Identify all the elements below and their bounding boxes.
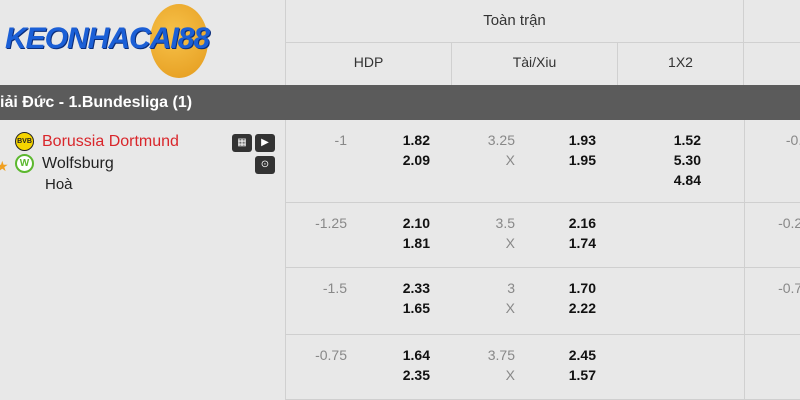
over-odds[interactable]: 2.16: [568, 215, 596, 231]
ou-line: 3.25: [487, 132, 515, 148]
hdp-home-odds[interactable]: 2.10: [402, 215, 430, 231]
hdp-line: -0.75: [315, 347, 347, 363]
draw-label: Hoà: [45, 176, 73, 193]
football-icon: [150, 4, 208, 78]
logo: KEONHACAI88: [0, 0, 285, 85]
ou-x: X: [505, 367, 515, 383]
under-odds[interactable]: 1.95: [568, 152, 596, 168]
ou-x: X: [505, 235, 515, 251]
hdp-away-odds[interactable]: 2.09: [402, 152, 430, 168]
column-1x2: 1X2: [618, 43, 744, 85]
over-odds[interactable]: 1.70: [568, 280, 596, 296]
hdp-line: -1.25: [315, 215, 347, 231]
ou-x: X: [505, 300, 515, 316]
hdp-away-odds[interactable]: 1.65: [402, 300, 430, 316]
home-team[interactable]: Borussia Dortmund: [42, 133, 179, 150]
1x2-odds[interactable]: 1.52: [673, 132, 701, 148]
ou-line: 3.75: [487, 347, 515, 363]
next-hdp-line: -0.25: [778, 215, 800, 231]
star-icon[interactable]: ★: [0, 158, 9, 174]
over-odds[interactable]: 1.93: [568, 132, 596, 148]
match-info: ★ BVB Borussia Dortmund W Wolfsburg Hoà …: [0, 120, 285, 400]
1x2-odds[interactable]: 4.84: [673, 172, 701, 188]
hdp-home-odds[interactable]: 1.64: [402, 347, 430, 363]
hdp-away-odds[interactable]: 1.81: [402, 235, 430, 251]
dortmund-logo-icon: BVB: [15, 132, 34, 151]
hdp-home-odds[interactable]: 1.82: [402, 132, 430, 148]
field-icon[interactable]: ⊙: [255, 156, 275, 174]
odds-row: -1.25 2.10 1.81 3.5 X 2.16 1.74 -0.25: [285, 203, 800, 268]
column-hdp: HDP: [285, 43, 452, 85]
under-odds[interactable]: 1.74: [568, 235, 596, 251]
full-match-header: Toàn trận: [285, 0, 800, 43]
odds-row: -1.5 2.33 1.65 3 X 1.70 2.22 -0.75: [285, 268, 800, 335]
under-odds[interactable]: 1.57: [568, 367, 596, 383]
over-odds[interactable]: 2.45: [568, 347, 596, 363]
hdp-line: -1.5: [322, 280, 347, 296]
wolfsburg-logo-icon: W: [15, 154, 34, 173]
ou-line: 3.5: [495, 215, 515, 231]
under-odds[interactable]: 2.22: [568, 300, 596, 316]
column-over-under: Tài/Xiu: [452, 43, 618, 85]
hdp-line: -1: [334, 132, 347, 148]
stats-icon[interactable]: ▦: [232, 134, 252, 152]
ou-line: 3: [507, 280, 515, 296]
1x2-odds[interactable]: 5.30: [673, 152, 701, 168]
next-hdp-line: -0.5: [785, 132, 800, 148]
hdp-away-odds[interactable]: 2.35: [402, 367, 430, 383]
hdp-home-odds[interactable]: 2.33: [402, 280, 430, 296]
ou-x: X: [505, 152, 515, 168]
away-team[interactable]: Wolfsburg: [42, 155, 114, 172]
next-hdp-line: -0.75: [778, 280, 800, 296]
odds-row: -1 1.82 2.09 3.25 X 1.93 1.95 -0.5 1.52 5.30 4.84: [285, 120, 800, 203]
play-icon[interactable]: ▶: [255, 134, 275, 152]
league-bar[interactable]: iải Đức - 1.Bundesliga (1): [0, 85, 800, 120]
